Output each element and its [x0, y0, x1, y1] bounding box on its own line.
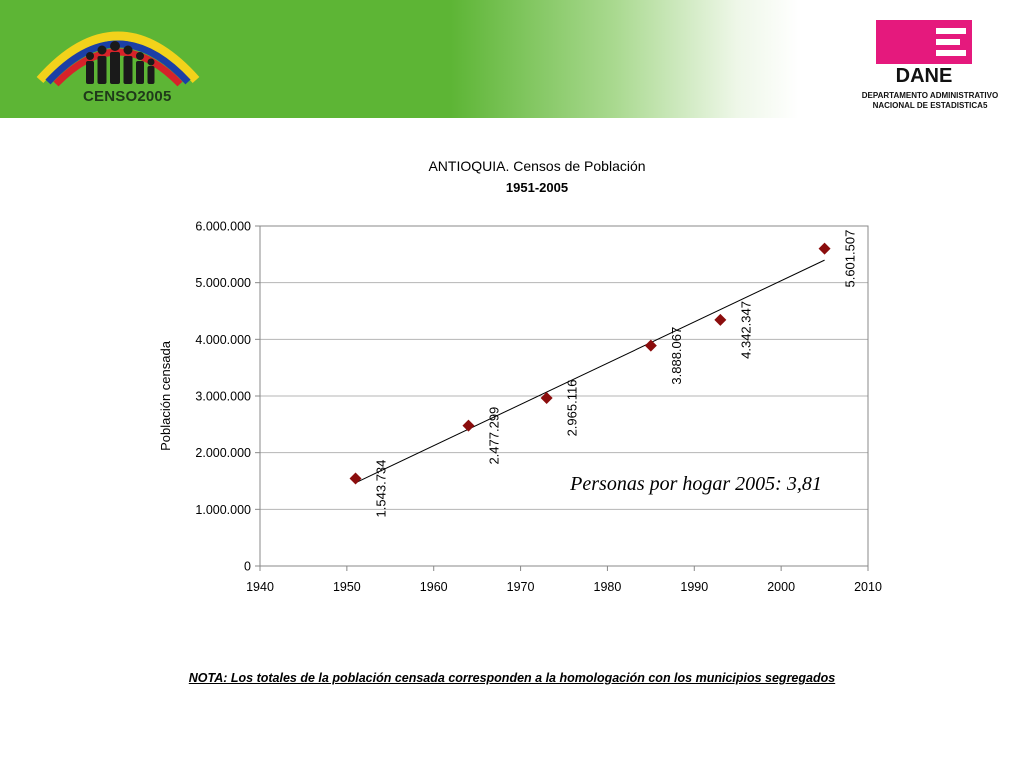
x-tick-label: 1980 — [594, 580, 622, 594]
dane-logo: DANE — [876, 20, 972, 86]
data-point-marker — [818, 242, 831, 255]
x-tick-label: 2000 — [767, 580, 795, 594]
y-tick-label: 1.000.000 — [195, 503, 251, 517]
footnote: NOTA: Los totales de la población censad… — [188, 671, 836, 685]
y-axis-title: Población censada — [158, 340, 173, 451]
data-point-marker — [540, 391, 553, 404]
trendline — [355, 259, 825, 484]
data-point-marker — [714, 313, 727, 326]
y-tick-label: 2.000.000 — [195, 446, 251, 460]
y-tick-label: 3.000.000 — [195, 390, 251, 404]
axis-ticks: 0 1.000.000 2.000.000 3.000.000 4.000.000 5.0… — [195, 220, 882, 595]
trendline-segment — [355, 259, 825, 484]
dane-subtitle: DEPARTAMENTO ADMINISTRATIVO NACIONAL DE … — [850, 91, 1010, 111]
x-tick-label: 1940 — [246, 580, 274, 594]
y-tick-label: 4.000.000 — [195, 333, 251, 347]
data-point-label: 2.477.299 — [486, 407, 501, 465]
censo-logo-text: CENSO2005 — [83, 88, 172, 105]
x-tick-label: 1950 — [333, 580, 361, 594]
x-tick-label: 1990 — [680, 580, 708, 594]
population-chart: ANTIOQUIA. Censos de Población 1951-2005… — [158, 158, 882, 595]
data-point-label: 5.601.507 — [843, 230, 858, 288]
data-labels: 1.543.734 2.477.299 2.965.116 3.888.067 4.34… — [374, 230, 858, 518]
dane-subtitle-line2: NACIONAL DE ESTADISTICA5 — [872, 101, 988, 110]
chart-title: ANTIOQUIA. Censos de Población — [428, 158, 645, 174]
dane-logo-text: DANE — [896, 65, 953, 86]
y-tick-label: 6.000.000 — [195, 220, 251, 234]
data-point-marker — [644, 339, 657, 352]
chart-annotation: Personas por hogar 2005: 3,81 — [569, 473, 822, 495]
data-point-label: 4.342.347 — [738, 301, 753, 359]
data-point-label: 3.888.067 — [669, 327, 684, 385]
data-points — [349, 242, 831, 485]
x-tick-label: 1960 — [420, 580, 448, 594]
data-point-label: 2.965.116 — [565, 380, 580, 437]
data-point-marker — [462, 419, 475, 432]
grid-lines — [260, 282, 868, 510]
y-tick-label: 0 — [244, 560, 251, 574]
chart-subtitle: 1951-2005 — [506, 180, 568, 195]
censo-2005-logo — [36, 31, 200, 87]
x-tick-label: 2010 — [854, 580, 882, 594]
data-point-label: 1.543.734 — [374, 460, 389, 518]
dane-subtitle-line1: DEPARTAMENTO ADMINISTRATIVO — [861, 91, 999, 100]
x-tick-label: 1970 — [507, 580, 535, 594]
data-point-marker — [349, 472, 362, 485]
y-tick-label: 5.000.000 — [195, 276, 251, 290]
